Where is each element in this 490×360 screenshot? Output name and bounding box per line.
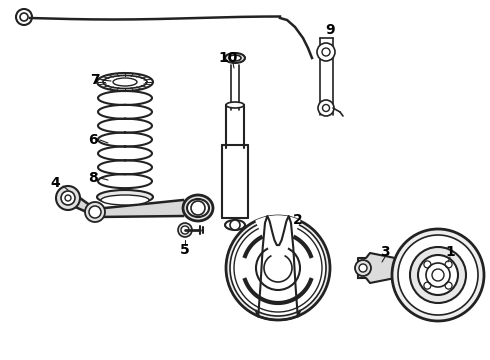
Polygon shape <box>358 253 405 283</box>
Ellipse shape <box>229 55 241 61</box>
Ellipse shape <box>226 102 244 108</box>
Circle shape <box>355 260 371 276</box>
Text: 9: 9 <box>325 23 335 37</box>
Text: 6: 6 <box>88 133 98 147</box>
Text: 7: 7 <box>90 73 100 87</box>
Ellipse shape <box>97 73 153 91</box>
Circle shape <box>318 100 334 116</box>
Circle shape <box>230 220 240 230</box>
Ellipse shape <box>225 220 245 230</box>
Circle shape <box>178 223 192 237</box>
Circle shape <box>89 206 101 218</box>
Text: 5: 5 <box>180 243 190 257</box>
Ellipse shape <box>187 199 209 217</box>
Text: 3: 3 <box>380 245 390 259</box>
Circle shape <box>359 264 367 272</box>
Text: 4: 4 <box>50 176 60 190</box>
Ellipse shape <box>183 195 213 221</box>
Circle shape <box>410 247 466 303</box>
Circle shape <box>181 226 189 234</box>
Circle shape <box>85 202 105 222</box>
Text: 1: 1 <box>445 245 455 259</box>
Polygon shape <box>68 193 183 217</box>
Ellipse shape <box>101 195 149 205</box>
Circle shape <box>230 220 326 316</box>
Text: 10: 10 <box>219 51 238 65</box>
Text: 2: 2 <box>293 213 303 227</box>
Wedge shape <box>256 216 300 268</box>
Circle shape <box>392 229 484 321</box>
Circle shape <box>418 255 458 295</box>
Ellipse shape <box>97 190 153 204</box>
Circle shape <box>56 186 80 210</box>
Ellipse shape <box>225 53 245 63</box>
Circle shape <box>398 235 478 315</box>
Circle shape <box>16 9 32 25</box>
Ellipse shape <box>103 76 147 89</box>
Circle shape <box>61 191 75 205</box>
Circle shape <box>317 43 335 61</box>
Text: 8: 8 <box>88 171 98 185</box>
Circle shape <box>226 216 330 320</box>
